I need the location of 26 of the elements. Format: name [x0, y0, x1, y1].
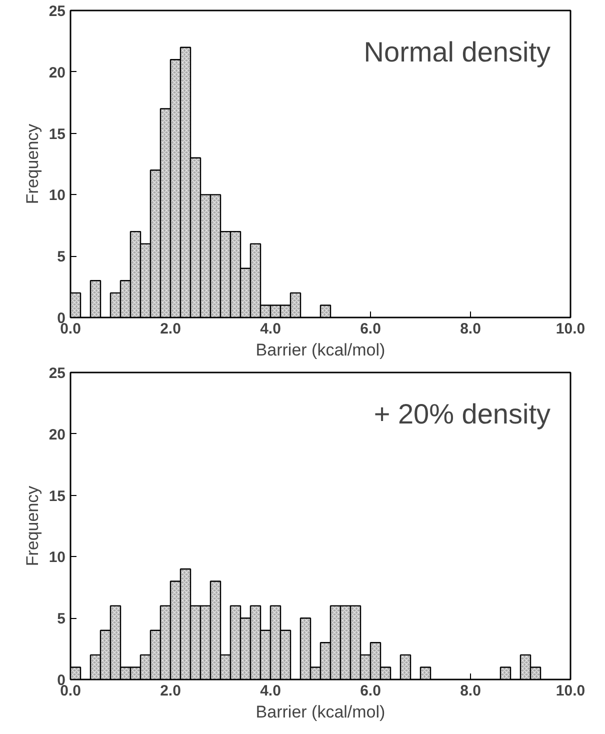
x-axis-title: Barrier (kcal/mol): [256, 340, 386, 360]
y-tick-label: 20: [48, 426, 66, 444]
y-tick-label: 25: [48, 365, 66, 382]
y-tick-label: 20: [48, 64, 66, 82]
x-tick-label: 10.0: [556, 682, 586, 700]
annotation: Normal density: [364, 36, 551, 68]
x-tick-label: 4.0: [260, 682, 281, 700]
y-tick-label: 5: [57, 610, 66, 628]
y-tick-label: 25: [48, 3, 66, 20]
x-axis-title: Barrier (kcal/mol): [256, 702, 386, 722]
x-tick-label: 6.0: [360, 320, 381, 338]
x-tick-label: 8.0: [460, 320, 481, 338]
y-tick-label: 10: [48, 549, 66, 566]
x-tick-label: 10.0: [556, 320, 586, 338]
x-tick-label: 6.0: [360, 682, 381, 700]
y-axis-title: Frequency: [22, 485, 42, 566]
y-axis-title: Frequency: [22, 123, 42, 204]
y-tick-label: 5: [57, 248, 66, 266]
y-tick-label: 15: [48, 126, 66, 143]
x-tick-label: 2.0: [160, 320, 181, 338]
y-tick-label: 15: [48, 488, 66, 505]
x-tick-label: 8.0: [460, 682, 481, 700]
y-tick-label: 10: [48, 187, 66, 204]
x-tick-label: 4.0: [260, 320, 281, 338]
annotation: + 20% density: [374, 398, 551, 430]
x-tick-label: 2.0: [160, 682, 181, 700]
